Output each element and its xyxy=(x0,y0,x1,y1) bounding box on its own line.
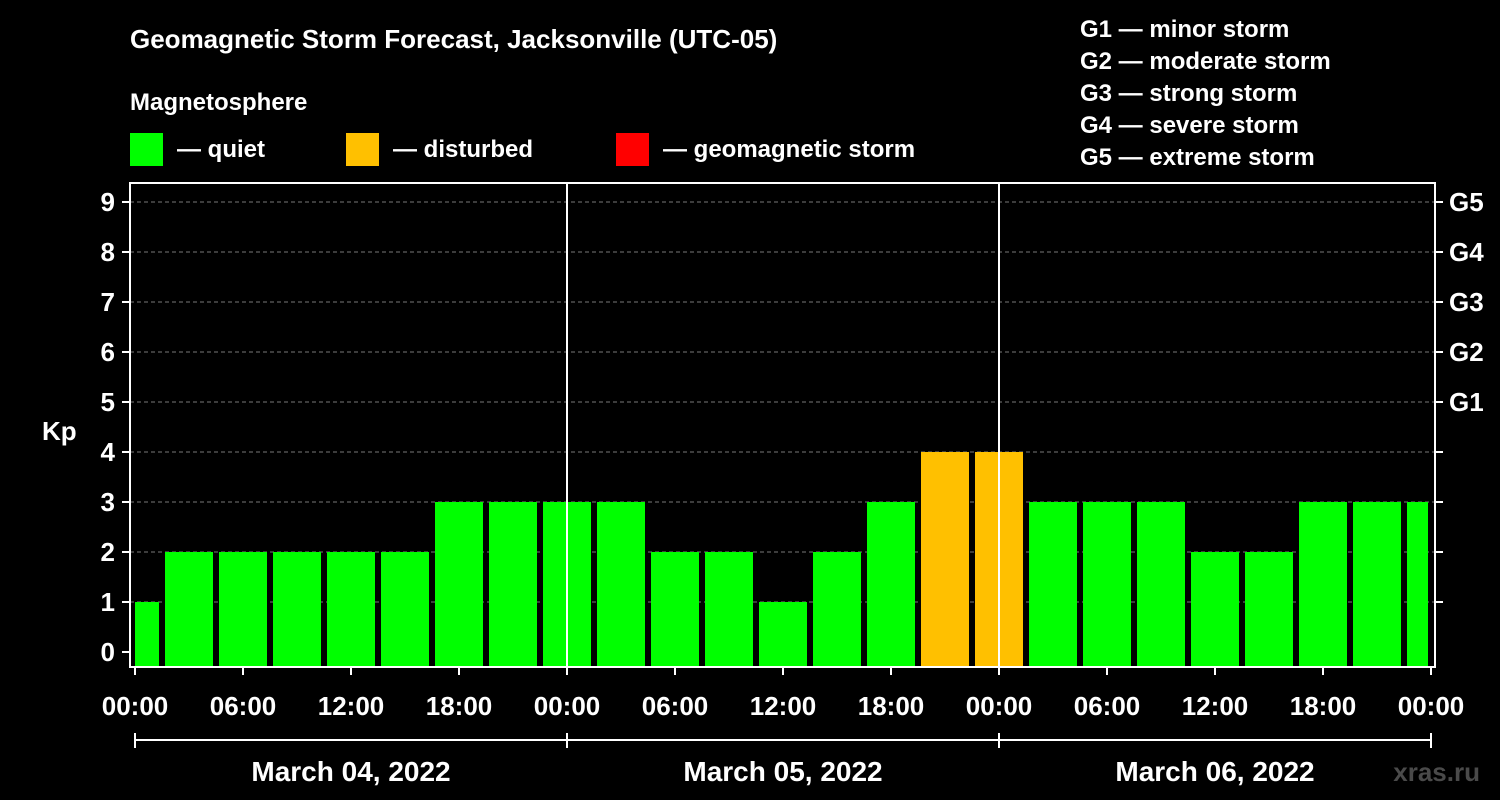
y-tick-label-7: 7 xyxy=(101,287,115,317)
x-tick-label-10: 12:00 xyxy=(1182,691,1249,721)
g-scale-item-5: G5 — extreme storm xyxy=(1080,144,1315,171)
bar-3 xyxy=(219,552,267,667)
x-tick-label-0: 00:00 xyxy=(102,691,169,721)
x-tick-label-4: 00:00 xyxy=(534,691,601,721)
bar-2 xyxy=(165,552,213,667)
bar-23 xyxy=(1299,502,1347,667)
bar-8 xyxy=(489,502,537,667)
bar-16 xyxy=(921,452,969,667)
y-tick-label-6: 6 xyxy=(101,337,115,367)
legend-swatch-1 xyxy=(130,133,163,166)
bar-13 xyxy=(759,602,807,667)
bar-5 xyxy=(327,552,375,667)
right-tick-label-g5: G5 xyxy=(1449,187,1484,217)
legend-label-2: — disturbed xyxy=(393,136,533,163)
bar-14 xyxy=(813,552,861,667)
g-scale-item-3: G3 — strong storm xyxy=(1080,80,1297,107)
watermark: xras.ru xyxy=(1393,757,1480,787)
right-tick-label-g1: G1 xyxy=(1449,387,1484,417)
legend-swatch-2 xyxy=(346,133,379,166)
bar-22 xyxy=(1245,552,1293,667)
day-label-3: March 06, 2022 xyxy=(1115,756,1314,787)
bar-7 xyxy=(435,502,483,667)
right-tick-label-g3: G3 xyxy=(1449,287,1484,317)
y-tick-label-8: 8 xyxy=(101,237,115,267)
x-tick-label-8: 00:00 xyxy=(966,691,1033,721)
bar-24 xyxy=(1353,502,1401,667)
bar-18 xyxy=(1029,502,1077,667)
g-scale-item-2: G2 — moderate storm xyxy=(1080,48,1331,75)
y-tick-label-2: 2 xyxy=(101,537,115,567)
bar-15 xyxy=(867,502,915,667)
bar-12 xyxy=(705,552,753,667)
bar-6 xyxy=(381,552,429,667)
y-tick-label-4: 4 xyxy=(101,437,116,467)
bar-10 xyxy=(597,502,645,667)
x-tick-label-9: 06:00 xyxy=(1074,691,1141,721)
x-tick-label-6: 12:00 xyxy=(750,691,817,721)
legend-swatch-3 xyxy=(616,133,649,166)
y-tick-label-9: 9 xyxy=(101,187,115,217)
bars xyxy=(135,452,1428,667)
chart-title: Geomagnetic Storm Forecast, Jacksonville… xyxy=(130,24,777,54)
legend-title: Magnetosphere xyxy=(130,89,307,116)
x-tick-label-1: 06:00 xyxy=(210,691,277,721)
right-tick-label-g4: G4 xyxy=(1449,237,1484,267)
y-axis-label: Kp xyxy=(42,416,77,446)
y-tick-label-1: 1 xyxy=(101,587,115,617)
legend-label-1: — quiet xyxy=(177,136,265,163)
plot-frame xyxy=(129,182,1436,668)
axes: 0 1 2 3 4 5 6 7 8 9 G1 G2 G3 G4 G5 00:00 06:00 12:00 18:00… xyxy=(101,182,1484,787)
bar-11 xyxy=(651,552,699,667)
x-tick-label-2: 12:00 xyxy=(318,691,385,721)
x-tick-label-12: 00:00 xyxy=(1398,691,1465,721)
bar-1 xyxy=(135,602,159,667)
right-tick-label-g2: G2 xyxy=(1449,337,1484,367)
bar-21 xyxy=(1191,552,1239,667)
g-scale-item-4: G4 — severe storm xyxy=(1080,112,1299,139)
legend-label-3: — geomagnetic storm xyxy=(663,136,915,163)
g-scale-item-1: G1 — minor storm xyxy=(1080,16,1289,43)
y-tick-label-3: 3 xyxy=(101,487,115,517)
x-tick-label-7: 18:00 xyxy=(858,691,925,721)
day-label-1: March 04, 2022 xyxy=(251,756,450,787)
legend: — quiet — disturbed — geomagnetic storm xyxy=(130,133,915,166)
bar-25 xyxy=(1407,502,1428,667)
x-tick-label-3: 18:00 xyxy=(426,691,493,721)
bar-20 xyxy=(1137,502,1185,667)
day-label-2: March 05, 2022 xyxy=(683,756,882,787)
x-tick-label-11: 18:00 xyxy=(1290,691,1357,721)
x-tick-label-5: 06:00 xyxy=(642,691,709,721)
g-scale-legend: G1 — minor storm G2 — moderate storm G3 — … xyxy=(1080,16,1331,171)
y-tick-label-0: 0 xyxy=(101,637,115,667)
grid xyxy=(130,201,1435,603)
y-tick-label-5: 5 xyxy=(101,387,115,417)
bar-4 xyxy=(273,552,321,667)
bar-19 xyxy=(1083,502,1131,667)
